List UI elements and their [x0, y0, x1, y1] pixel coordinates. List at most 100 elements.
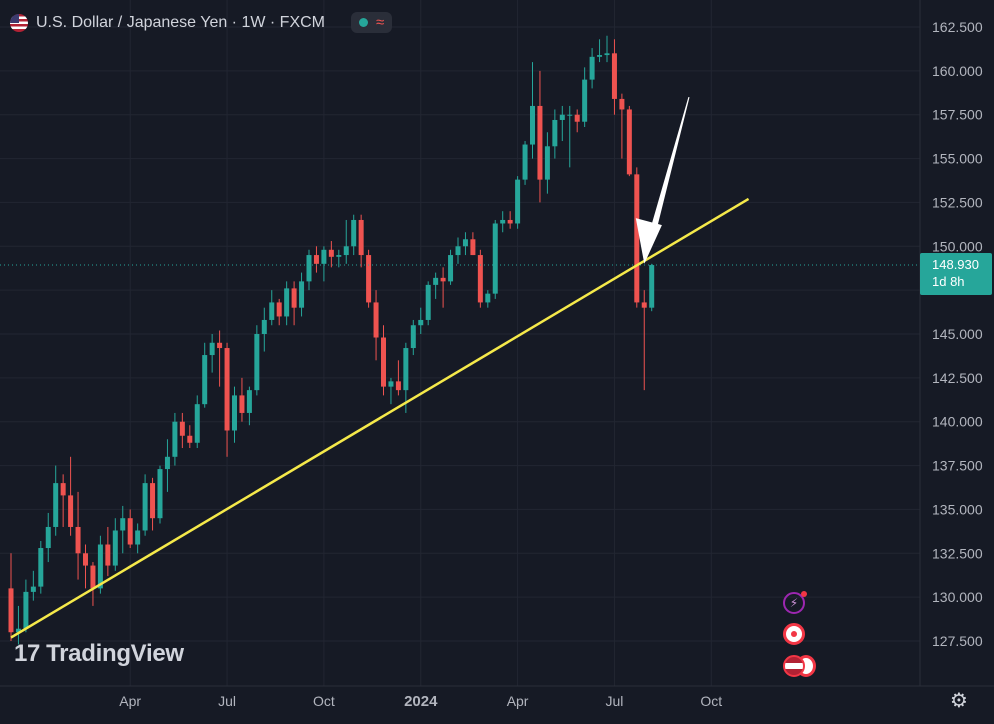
candle-body	[462, 239, 468, 247]
annotation-arrow	[635, 97, 690, 264]
time-tick-label: Oct	[313, 693, 335, 709]
candle-body	[418, 319, 424, 326]
price-tick-label: 162.500	[932, 19, 983, 35]
price-tick-label: 160.000	[932, 63, 983, 79]
candle-body	[75, 526, 81, 554]
candle-body	[537, 105, 543, 180]
candle-body	[306, 255, 312, 282]
candle-body	[381, 337, 386, 387]
current-price: 148.930	[932, 257, 979, 272]
price-tick-label: 145.000	[932, 326, 983, 342]
candle-body	[60, 483, 66, 496]
candle-body	[559, 114, 565, 120]
candle-body	[470, 239, 476, 256]
candle-body	[313, 255, 319, 264]
price-tick-label: 140.000	[932, 414, 983, 430]
candle-body	[194, 404, 200, 443]
candle-body	[373, 302, 379, 338]
logo-text: TradingView	[46, 640, 184, 667]
candle-body	[649, 265, 655, 308]
candle-body	[395, 381, 401, 391]
candle-body	[276, 302, 282, 317]
price-tick-label: 135.000	[932, 501, 983, 517]
candle-body	[23, 591, 29, 629]
candle-body	[172, 421, 178, 457]
candle-body	[68, 495, 74, 527]
price-tick-label: 130.000	[932, 589, 983, 605]
candle-body	[626, 109, 632, 175]
candle-body	[530, 105, 535, 145]
candle-body	[403, 348, 409, 391]
candle-body	[388, 381, 394, 387]
candle-body	[254, 334, 260, 391]
candle-body	[90, 565, 96, 589]
candle-body	[45, 526, 51, 549]
symbol-title[interactable]: U.S. Dollar / Japanese Yen · 1W · FXCM	[36, 13, 325, 31]
candle-body	[269, 302, 275, 320]
candle-body	[604, 53, 610, 56]
lightning-icon[interactable]: ⚡	[783, 591, 807, 614]
candle-body	[142, 483, 148, 531]
candle-body	[179, 421, 185, 436]
current-price-label: 148.930 1d 8h	[920, 253, 992, 295]
candle-body	[448, 255, 454, 282]
candle-body	[127, 518, 133, 545]
candle-body	[209, 342, 215, 356]
tradingview-logo[interactable]: 17 TradingView	[14, 640, 184, 668]
candle-body	[582, 79, 588, 122]
bar-countdown: 1d 8h	[932, 274, 965, 289]
price-tick-label: 157.500	[932, 107, 983, 123]
status-pill[interactable]: ≈	[351, 12, 393, 33]
time-tick-label: Apr	[119, 693, 141, 709]
candle-body	[634, 174, 640, 303]
candle-body	[83, 553, 88, 566]
candle-body	[477, 255, 483, 303]
candle-body	[105, 544, 111, 566]
candle-body	[522, 144, 528, 180]
candle-body	[202, 355, 208, 405]
candle-body	[619, 98, 625, 110]
candle-body	[328, 249, 334, 257]
price-tick-label: 155.000	[932, 151, 983, 167]
candle-body	[217, 342, 223, 349]
candle-body	[500, 219, 506, 224]
candle-body	[8, 588, 14, 633]
time-axis[interactable]: Apr Jul Oct 2024 Apr Jul Oct	[119, 693, 722, 710]
tradingview-mark-icon: 17	[14, 640, 41, 667]
time-tick-label: Jul	[218, 693, 236, 709]
candle-body	[291, 288, 297, 308]
price-axis[interactable]: 162.500 160.000 157.500 155.000 152.500 150.0…	[932, 19, 983, 649]
candle-body	[261, 319, 267, 334]
wave-icon: ≈	[376, 14, 385, 31]
settings-icon[interactable]: ⚙	[950, 690, 968, 712]
candle-body	[246, 390, 252, 413]
candle-body	[507, 219, 513, 224]
candle-body	[120, 518, 126, 531]
candle-body	[38, 548, 44, 587]
candle-body	[112, 530, 118, 566]
candle-body	[53, 483, 59, 527]
price-tick-label: 152.500	[932, 194, 983, 210]
record-icon[interactable]	[783, 623, 805, 645]
candle-body	[135, 530, 141, 545]
flag-us-event-icon[interactable]	[783, 655, 805, 677]
time-tick-label: Jul	[605, 693, 623, 709]
candle-body	[589, 56, 595, 80]
candle-body	[97, 544, 103, 589]
candle-body	[425, 284, 431, 320]
candle-body	[366, 255, 372, 303]
candles	[8, 35, 655, 645]
candle-body	[641, 302, 647, 308]
candle-body	[232, 395, 237, 431]
candle-body	[358, 219, 364, 256]
price-tick-label: 137.500	[932, 458, 983, 474]
candle-body	[321, 249, 327, 264]
candle-body	[343, 246, 349, 256]
price-tick-label: 150.000	[932, 238, 983, 254]
overlay	[0, 97, 920, 639]
candle-body	[157, 469, 163, 519]
symbol-header[interactable]: U.S. Dollar / Japanese Yen · 1W · FXCM ≈	[10, 12, 393, 33]
candle-body	[492, 223, 498, 294]
